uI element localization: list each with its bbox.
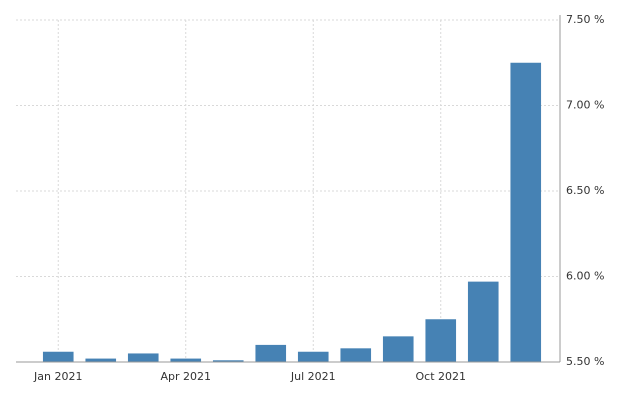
y-tick-label: 7.50 % [566, 13, 604, 26]
x-tick-label: Jul 2021 [290, 370, 336, 383]
bar [42, 351, 74, 362]
y-tick-label: 7.00 % [566, 99, 604, 112]
bar [127, 353, 159, 362]
x-tick-label: Jan 2021 [33, 370, 82, 383]
bar [170, 358, 202, 362]
x-tick-label: Apr 2021 [160, 370, 211, 383]
bar [255, 344, 287, 362]
y-tick-label: 6.00 % [566, 270, 604, 283]
bar [340, 348, 372, 362]
bar [467, 281, 499, 362]
bar [510, 62, 542, 362]
bar [212, 360, 244, 362]
y-tick-label: 5.50 % [566, 355, 604, 368]
bar [425, 319, 457, 362]
y-tick-label: 6.50 % [566, 184, 604, 197]
bar [382, 336, 414, 362]
x-tick-label: Oct 2021 [415, 370, 466, 383]
bar [297, 351, 329, 362]
bar [85, 358, 117, 362]
